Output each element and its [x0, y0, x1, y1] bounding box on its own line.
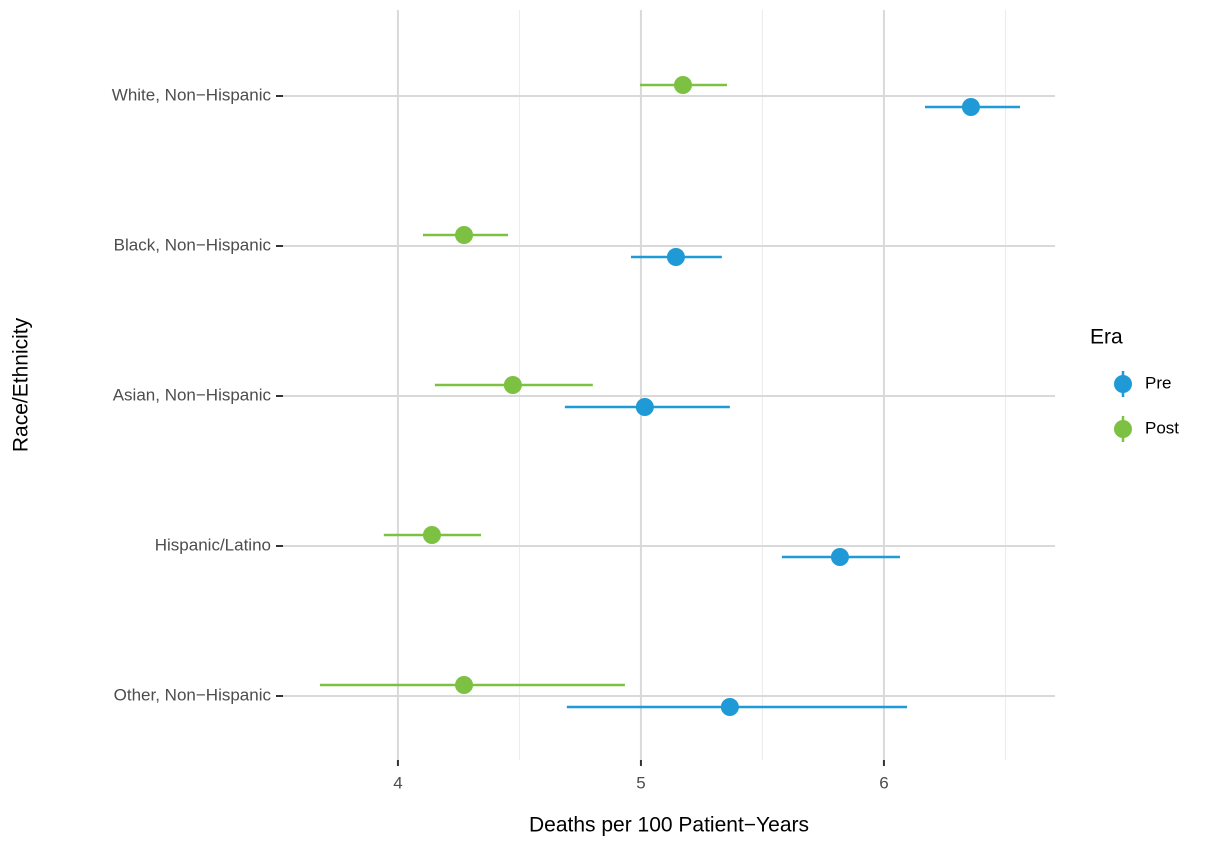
point: [673, 76, 692, 94]
x-tick-label: 6: [879, 773, 888, 792]
y-tick-label: Hispanic/Latino: [155, 535, 271, 554]
y-tick-label: Asian, Non−Hispanic: [113, 385, 272, 404]
y-tick-label: White, Non−Hispanic: [112, 85, 272, 104]
point: [455, 676, 474, 694]
y-tick-label: Other, Non−Hispanic: [114, 685, 272, 704]
point: [503, 376, 522, 394]
point: [635, 398, 654, 416]
legend-point: [1114, 375, 1132, 393]
y-tick-label: Black, Non−Hispanic: [114, 235, 272, 254]
x-tick-label: 4: [393, 773, 402, 792]
legend-point: [1114, 420, 1132, 438]
point: [422, 526, 441, 544]
x-tick-label: 5: [636, 773, 645, 792]
x-axis-label: Deaths per 100 Patient−Years: [529, 814, 809, 837]
y-axis-label: Race/Ethnicity: [10, 317, 33, 452]
point: [830, 548, 849, 566]
point: [961, 98, 980, 116]
point: [455, 226, 474, 244]
point: [720, 698, 739, 716]
point: [666, 248, 685, 266]
legend-title: Era: [1090, 326, 1123, 349]
legend-label: Post: [1145, 418, 1179, 437]
legend-label: Pre: [1145, 373, 1171, 392]
